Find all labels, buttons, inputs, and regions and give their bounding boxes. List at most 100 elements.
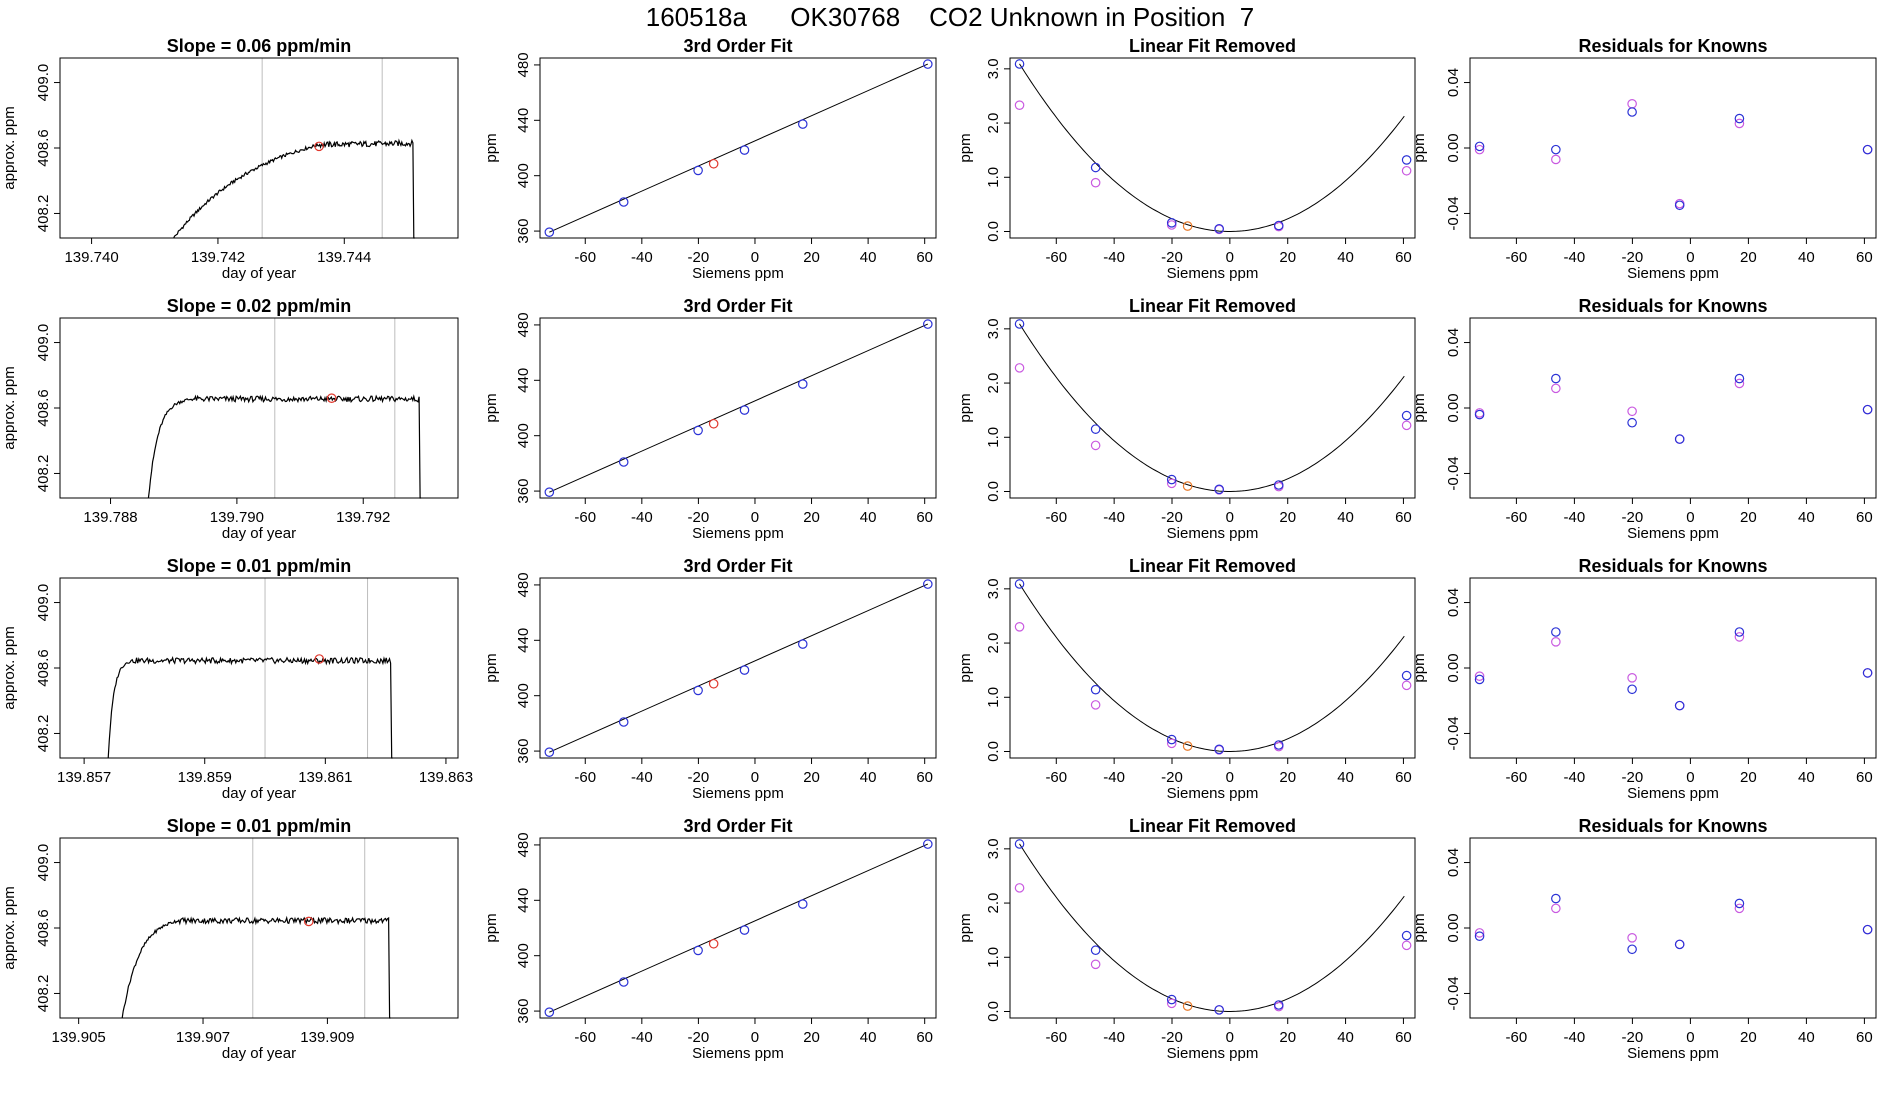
timeseries-r2-ytick-label: 409.0	[35, 324, 52, 362]
fit-r1-xtick-label: -60	[574, 249, 596, 266]
linfit-r3-known-point-alt	[1401, 680, 1412, 691]
timeseries-r1-panel: 139.740 139.742 139.744 408.2 408.6 409.0 Slop…	[1, 36, 459, 282]
fit-r1-xlabel: Siemens ppm	[692, 265, 784, 282]
residuals-r1-known-point	[1862, 144, 1873, 155]
linfit-r4-ytick-label: 3.0	[985, 838, 1002, 859]
fit-r3-panel: -60 -40 -20 0 20 40 60 360 400 440 480 3rd Order Fi…	[483, 556, 937, 802]
residuals-r1-ytick-label: 0.00	[1445, 133, 1462, 162]
fit-r3-ytick-label: 440	[515, 628, 532, 653]
linfit-r2-xlabel: Siemens ppm	[1167, 525, 1259, 542]
linfit-r1-known-point	[1401, 155, 1412, 165]
fit-r1-known-point	[797, 119, 808, 129]
residuals-r3-xtick-label: -40	[1564, 769, 1586, 786]
residuals-r3-xtick-label: 20	[1740, 769, 1757, 786]
fit-r2-ytick-label: 360	[515, 479, 532, 504]
residuals-r4-known-point-alt	[1551, 903, 1561, 914]
timeseries-r4-panel: 139.905 139.907 139.909 408.2 408.6 409.0 Slop…	[1, 816, 459, 1062]
timeseries-r1-xtick-label: 139.744	[317, 249, 371, 266]
timeseries-r4-unknown-marker	[303, 916, 314, 927]
timeseries-r3-xtick-label: 139.857	[57, 769, 111, 786]
fit-r3-known-point	[618, 717, 629, 727]
linfit-r1-xtick-label: 0	[1226, 249, 1234, 266]
linfit-r3-ytick-label: 0.0	[985, 741, 1002, 762]
residuals-r2-ytick-label: -0.04	[1445, 456, 1462, 490]
fit-r1-xtick-label: 40	[860, 249, 877, 266]
linfit-r4-known-point-alt	[1090, 959, 1101, 970]
residuals-r4-xtick-label: 40	[1798, 1029, 1815, 1046]
residuals-r3-xtick-label: 0	[1686, 769, 1694, 786]
linfit-r2-xtick-label: 40	[1337, 509, 1354, 526]
timeseries-r4-xtick-label: 139.909	[300, 1029, 354, 1046]
fit-r2-xtick-label: 20	[803, 509, 820, 526]
linfit-r2-known-point-alt	[1090, 440, 1101, 451]
linfit-r2-known-point	[1401, 410, 1412, 421]
residuals-r3-ytick-label: -0.04	[1445, 716, 1462, 750]
fit-r4-xtick-label: -60	[574, 1029, 596, 1046]
fit-r1-known-point	[693, 165, 703, 176]
residuals-r2-known-point-alt	[1551, 383, 1561, 394]
linfit-r3-known-point	[1014, 579, 1025, 589]
residuals-r1-panel: -60 -40 -20 0 20 40 60 -0.04 0.00 0.04 Residuals f…	[1411, 36, 1877, 282]
linfit-r2-ytick-label: 2.0	[985, 373, 1002, 394]
residuals-r2-known-point	[1674, 434, 1685, 444]
linfit-r2-known-point-alt	[1401, 420, 1412, 431]
fit-r4-xlabel: Siemens ppm	[692, 1045, 784, 1062]
fit-r4-xtick-label: 60	[916, 1029, 933, 1046]
linfit-r2-known-point	[1214, 484, 1224, 495]
timeseries-r2-xtick-label: 139.792	[336, 509, 390, 526]
linfit-r4-known-point	[1214, 1005, 1224, 1015]
linfit-r4-ytick-label: 0.0	[985, 1001, 1002, 1022]
residuals-r3-xtick-label: -60	[1506, 769, 1528, 786]
timeseries-r1-frame	[59, 57, 459, 239]
timeseries-r3-xtick-label: 139.863	[419, 769, 473, 786]
fit-r1-xtick-label: 20	[803, 249, 820, 266]
linfit-r4-known-point-alt	[1014, 883, 1025, 893]
timeseries-r2-xtick-label: 139.788	[83, 509, 137, 526]
residuals-r4-xtick-label: 60	[1856, 1029, 1873, 1046]
fit-r4-xtick-label: -40	[631, 1029, 653, 1046]
linfit-r1-known-point	[1014, 59, 1025, 69]
residuals-r4-frame	[1469, 837, 1877, 1019]
fit-r3-ytick-label: 360	[515, 739, 532, 764]
residuals-r1-ylabel: ppm	[1411, 133, 1428, 162]
fit-r3-ylabel: ppm	[483, 653, 500, 682]
residuals-r3-title: Residuals for Knowns	[1578, 556, 1767, 576]
residuals-r4-xlabel: Siemens ppm	[1627, 1045, 1719, 1062]
linfit-r3-known-point	[1090, 684, 1101, 695]
residuals-r3-known-point-alt	[1551, 637, 1561, 647]
timeseries-r2-ytick-label: 408.6	[35, 389, 52, 427]
linfit-r4-xtick-label: -20	[1161, 1029, 1183, 1046]
fit-r1-title: 3rd Order Fit	[683, 36, 792, 56]
fit-r4-panel: -60 -40 -20 0 20 40 60 360 400 440 480 3rd Order Fi…	[483, 816, 937, 1062]
linfit-r1-xlabel: Siemens ppm	[1167, 265, 1259, 282]
fit-r3-xtick-label: 40	[860, 769, 877, 786]
timeseries-r3-ytick-label: 408.2	[35, 715, 52, 753]
fit-r2-known-point	[797, 379, 808, 389]
linfit-r3-known-point	[1273, 740, 1284, 750]
residuals-r3-known-point-alt	[1474, 671, 1485, 681]
residuals-r2-known-point	[1862, 404, 1873, 415]
linfit-r1-known-point	[1214, 223, 1224, 234]
linfit-r3-xlabel: Siemens ppm	[1167, 785, 1259, 802]
fit-r1-ylabel: ppm	[483, 133, 500, 162]
residuals-r3-known-point-alt	[1734, 632, 1745, 642]
residuals-r3-ytick-label: 0.04	[1445, 588, 1462, 617]
linfit-r1-ylabel: ppm	[957, 133, 974, 162]
timeseries-r4-ylabel: approx. ppm	[1, 886, 18, 969]
timeseries-r3-xtick-label: 139.859	[178, 769, 232, 786]
fit-r3-fit-line	[549, 583, 929, 753]
timeseries-r2-ytick-label: 408.2	[35, 455, 52, 493]
linfit-r2-panel: -60 -40 -20 0 20 40 60 0.0 1.0 2.0 3.0 Linear Fit R…	[957, 296, 1416, 542]
residuals-r4-xtick-label: 0	[1686, 1029, 1694, 1046]
residuals-r3-known-point	[1674, 700, 1685, 711]
fit-r4-ytick-label: 440	[515, 888, 532, 913]
linfit-r3-known-point-alt	[1090, 700, 1101, 710]
fit-r2-known-point	[922, 319, 933, 329]
fit-r3-xtick-label: -60	[574, 769, 596, 786]
linfit-r1-xtick-label: 60	[1395, 249, 1412, 266]
linfit-r1-ytick-label: 1.0	[985, 167, 1002, 188]
timeseries-r2-trace	[147, 394, 422, 499]
linfit-r3-ytick-label: 1.0	[985, 687, 1002, 708]
fit-r3-unknown-point	[708, 678, 719, 689]
linfit-r1-xtick-label: 40	[1337, 249, 1354, 266]
